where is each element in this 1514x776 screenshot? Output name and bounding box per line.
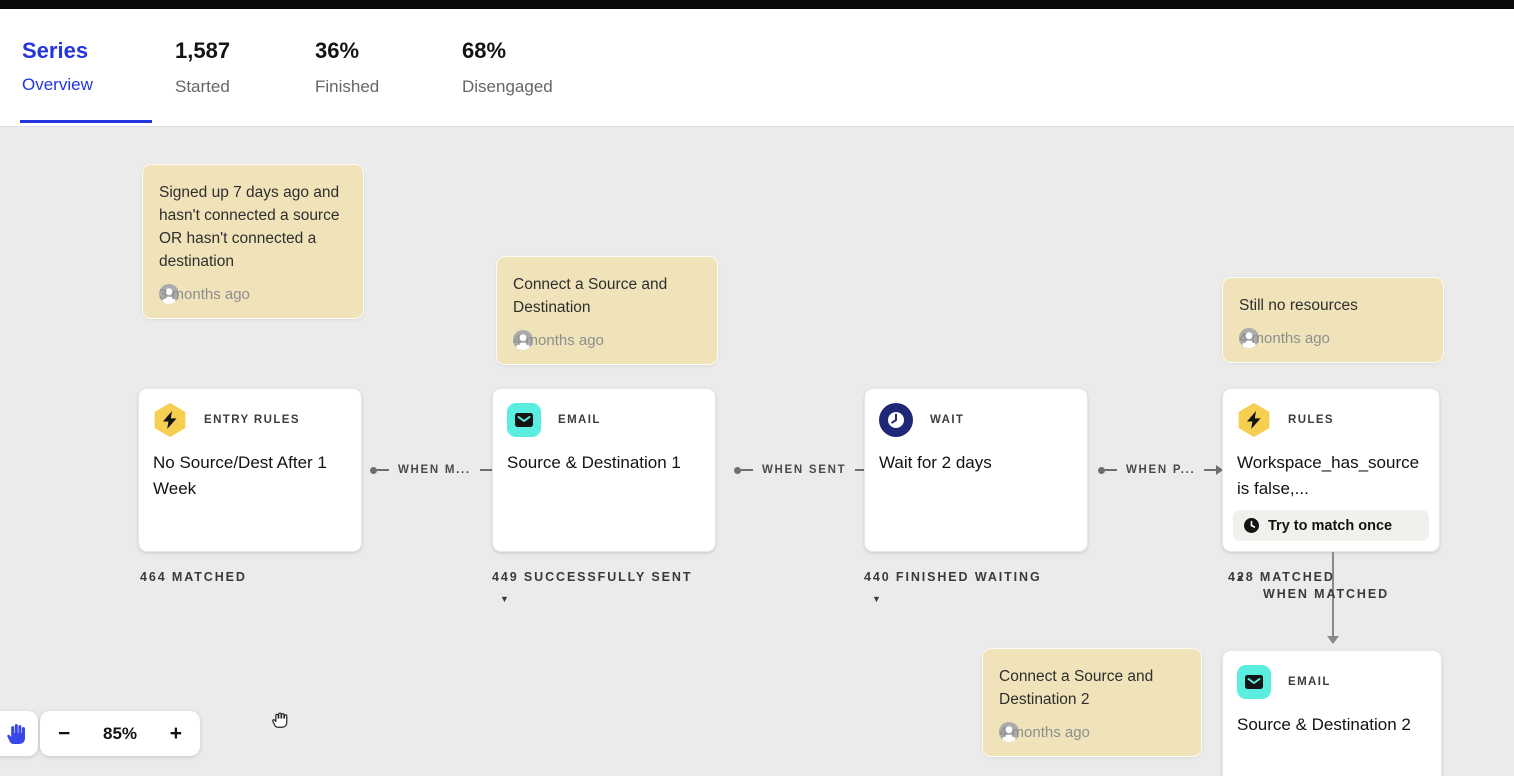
metric-text: 428 MATCHED (1228, 570, 1335, 584)
arrow-right-icon (1216, 465, 1224, 475)
stat-disengaged: 68% Disengaged (462, 38, 553, 97)
node-header: WAIT (879, 403, 1073, 437)
avatar-icon (999, 722, 1019, 742)
connector-line (855, 469, 868, 471)
envelope-icon (1237, 665, 1271, 699)
window-top-bar (0, 0, 1514, 9)
note-timestamp: 4 months ago (513, 331, 604, 349)
branch-line (1332, 552, 1334, 638)
expand-caret-icon[interactable]: ▼ (500, 594, 509, 604)
note-timestamp: 4 months ago (999, 723, 1090, 741)
connector-dot (1098, 466, 1105, 474)
stat-finished-value: 36% (315, 38, 360, 63)
zoom-in-button[interactable]: + (169, 722, 182, 745)
connector-line (741, 469, 753, 471)
match-policy-label: Try to match once (1268, 517, 1393, 534)
zoom-level: 85% (102, 723, 138, 743)
note-meta: 3 months ago (159, 284, 347, 304)
node-entry-rules[interactable]: ENTRY RULES No Source/Dest After 1 Week (138, 388, 362, 552)
stat-started: 1,587 Started (175, 38, 230, 97)
connector-line (1105, 469, 1117, 471)
active-tab-underline (20, 120, 152, 123)
zoom-out-button[interactable]: − (58, 722, 71, 745)
stat-disengaged-label: Disengaged (462, 77, 553, 96)
note-text: Still no resources (1239, 297, 1358, 314)
connector-when-p: WHEN P... (1098, 464, 1224, 476)
note-still-no-resources[interactable]: Still no resources 4 months ago (1222, 277, 1444, 363)
series-header: Series Overview 1,587 Started 36% Finish… (0, 9, 1514, 127)
avatar-icon (1239, 328, 1259, 348)
node-title: Workspace_has_source is false,... (1237, 453, 1420, 498)
node-header: RULES (1237, 403, 1425, 437)
workflow-canvas[interactable]: Signed up 7 days ago and hasn't connecte… (0, 127, 1514, 776)
metric-matched-2: 428 MATCHED ▼ (1228, 570, 1333, 584)
clock-icon (879, 403, 913, 437)
stat-disengaged-value: 68% (462, 38, 507, 63)
tab-overview[interactable]: Overview (22, 75, 93, 94)
branch-label-when-matched: WHEN MATCHED (1263, 587, 1390, 601)
hand-pan-icon (7, 723, 26, 744)
node-type-label: EMAIL (558, 414, 601, 426)
connector-dot (370, 466, 377, 474)
match-policy-badge: Try to match once (1233, 510, 1429, 541)
stat-started-value: 1,587 (175, 38, 231, 63)
connector-line (1204, 469, 1217, 471)
expand-caret-icon[interactable]: ▼ (1236, 573, 1247, 583)
note-connect-source-2[interactable]: Connect a Source and Destination 2 4 mon… (982, 648, 1202, 757)
node-rules[interactable]: RULES Workspace_has_source is false,... … (1222, 388, 1440, 552)
pan-tool-button[interactable] (0, 711, 38, 756)
lightning-hexagon-icon (1238, 403, 1270, 437)
note-meta: 4 months ago (999, 722, 1185, 742)
node-email-1[interactable]: EMAIL Source & Destination 1 (492, 388, 716, 552)
node-title: No Source/Dest After 1 Week (153, 453, 327, 498)
connector-line (479, 469, 492, 471)
note-connect-source[interactable]: Connect a Source and Destination 4 month… (496, 256, 718, 365)
connector-label: WHEN P... (1126, 464, 1196, 476)
connector-label: WHEN SENT (762, 464, 847, 476)
note-text: Signed up 7 days ago and hasn't connecte… (159, 184, 340, 270)
node-title: Wait for 2 days (879, 453, 992, 472)
node-wait[interactable]: WAIT Wait for 2 days (864, 388, 1088, 552)
avatar-icon (513, 330, 533, 350)
note-meta: 4 months ago (513, 330, 701, 350)
note-entry-conditions[interactable]: Signed up 7 days ago and hasn't connecte… (142, 164, 364, 319)
note-text: Connect a Source and Destination 2 (999, 668, 1154, 708)
note-timestamp: 3 months ago (159, 285, 250, 303)
node-type-label: WAIT (930, 414, 965, 426)
note-meta: 4 months ago (1239, 328, 1427, 348)
node-type-label: EMAIL (1288, 676, 1331, 688)
node-header: ENTRY RULES (153, 403, 347, 437)
node-header: EMAIL (1237, 665, 1427, 699)
connector-line (377, 469, 389, 471)
metric-finished-waiting: 440 FINISHED WAITING (864, 570, 1042, 584)
page-title[interactable]: Series (22, 38, 89, 63)
node-title: Source & Destination 2 (1237, 715, 1411, 734)
stat-finished: 36% Finished (315, 38, 379, 97)
node-header: EMAIL (507, 403, 701, 437)
connector-when-sent: WHEN SENT (734, 464, 875, 476)
expand-caret-icon[interactable]: ▼ (872, 594, 881, 604)
note-timestamp: 4 months ago (1239, 329, 1330, 347)
connector-when-matched: WHEN M... (370, 464, 499, 476)
connector-dot (734, 466, 741, 474)
metric-matched: 464 MATCHED (140, 570, 247, 584)
arrow-down-icon (1327, 636, 1339, 644)
note-text: Connect a Source and Destination (513, 276, 668, 316)
node-email-2[interactable]: EMAIL Source & Destination 2 (1222, 650, 1442, 776)
small-clock-icon (1244, 518, 1259, 533)
avatar-icon (159, 284, 179, 304)
node-type-label: ENTRY RULES (204, 414, 300, 426)
node-title: Source & Destination 1 (507, 453, 681, 472)
zoom-controls: − 85% + (40, 711, 200, 756)
stat-finished-label: Finished (315, 77, 380, 96)
metric-sent: 449 SUCCESSFULLY SENT (492, 570, 693, 584)
connector-label: WHEN M... (398, 464, 471, 476)
grab-cursor-icon (272, 712, 288, 728)
stat-started-label: Started (175, 77, 230, 96)
node-type-label: RULES (1288, 414, 1334, 426)
envelope-icon (507, 403, 541, 437)
lightning-hexagon-icon (154, 403, 186, 437)
